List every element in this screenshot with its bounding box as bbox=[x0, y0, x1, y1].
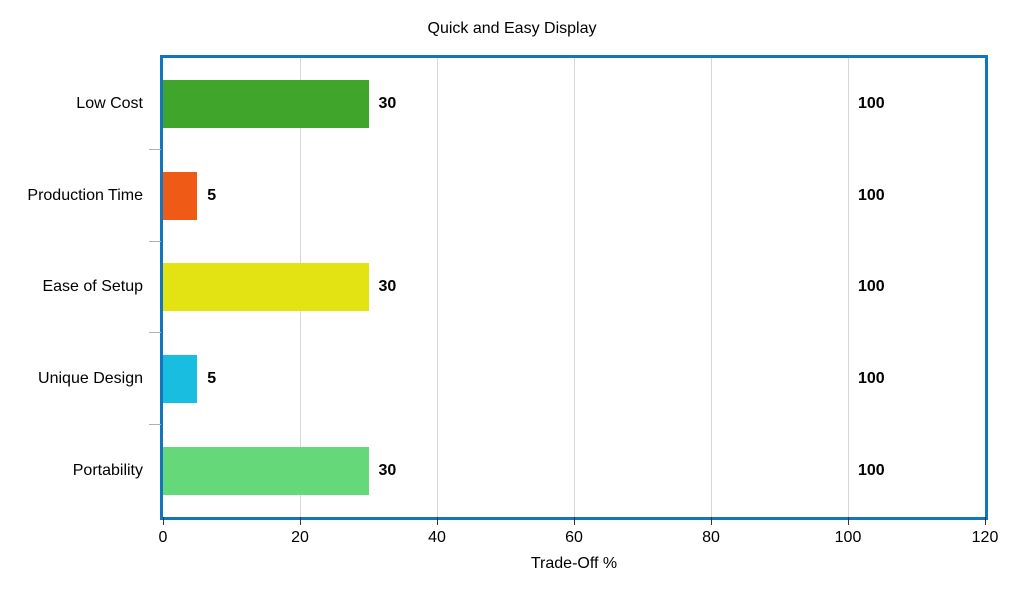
chart-row: Ease of Setup30100 bbox=[163, 242, 985, 334]
plot-area: Trade-Off % 020406080100120Low Cost30100… bbox=[160, 55, 988, 520]
bar-value-label: 5 bbox=[207, 370, 216, 388]
x-tick-label: 20 bbox=[291, 529, 309, 547]
x-tick bbox=[711, 517, 712, 525]
row-divider bbox=[149, 332, 161, 333]
x-tick-label: 60 bbox=[565, 529, 583, 547]
bar-value-label: 30 bbox=[379, 95, 397, 113]
x-axis-title: Trade-Off % bbox=[163, 555, 985, 573]
x-tick bbox=[163, 517, 164, 525]
chart-row: Low Cost30100 bbox=[163, 58, 985, 150]
x-tick-label: 80 bbox=[702, 529, 720, 547]
chart-row: Portability30100 bbox=[163, 425, 985, 517]
x-tick bbox=[848, 517, 849, 525]
tradeoff-chart: Quick and Easy Display Trade-Off % 0 20 40… bbox=[0, 0, 1024, 604]
chart-row: Unique Design5100 bbox=[163, 333, 985, 425]
row-divider bbox=[149, 424, 161, 425]
reference-value-label: 100 bbox=[858, 370, 885, 388]
x-tick bbox=[437, 517, 438, 525]
x-tick-label: 100 bbox=[835, 529, 862, 547]
x-tick-label: 0 bbox=[159, 529, 168, 547]
row-divider bbox=[149, 149, 161, 150]
chart-row: Production Time5100 bbox=[163, 150, 985, 242]
x-tick bbox=[985, 517, 986, 525]
reference-value-label: 100 bbox=[858, 95, 885, 113]
x-tick-label: 120 bbox=[972, 529, 999, 547]
bar bbox=[163, 447, 369, 495]
category-label: Portability bbox=[3, 462, 153, 480]
category-label: Low Cost bbox=[3, 95, 153, 113]
category-label: Production Time bbox=[3, 187, 153, 205]
reference-value-label: 100 bbox=[858, 187, 885, 205]
chart-title: Quick and Easy Display bbox=[0, 20, 1024, 38]
category-label: Unique Design bbox=[3, 370, 153, 388]
category-label: Ease of Setup bbox=[3, 278, 153, 296]
x-tick-label: 40 bbox=[428, 529, 446, 547]
row-divider bbox=[149, 241, 161, 242]
x-tick bbox=[574, 517, 575, 525]
bar-value-label: 30 bbox=[379, 278, 397, 296]
reference-value-label: 100 bbox=[858, 278, 885, 296]
bar-value-label: 5 bbox=[207, 187, 216, 205]
bar bbox=[163, 172, 197, 220]
bar-value-label: 30 bbox=[379, 462, 397, 480]
bar bbox=[163, 263, 369, 311]
bar bbox=[163, 80, 369, 128]
bar bbox=[163, 355, 197, 403]
x-tick bbox=[300, 517, 301, 525]
reference-value-label: 100 bbox=[858, 462, 885, 480]
